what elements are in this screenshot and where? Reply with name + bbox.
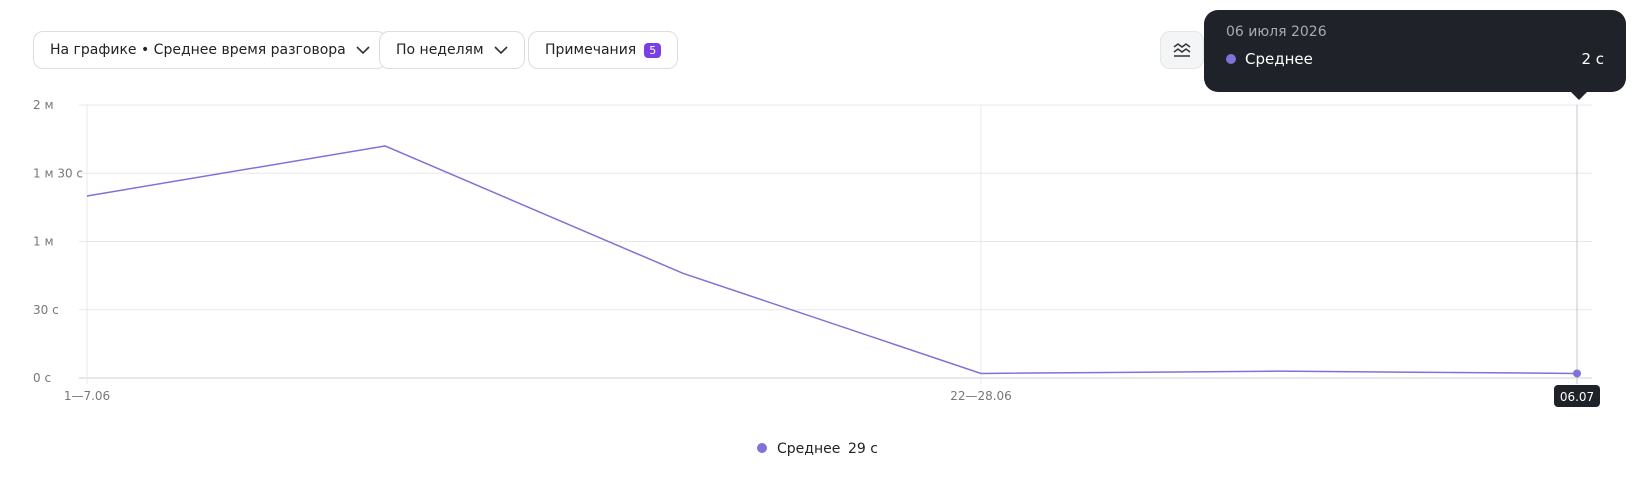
tooltip-title: 06 июля 2026 bbox=[1226, 24, 1327, 40]
notes-badge: 5 bbox=[644, 42, 662, 58]
x-tick-label: 22—28.06 bbox=[950, 389, 1012, 403]
y-tick-label: 30 с bbox=[33, 303, 59, 317]
y-tick-label: 2 м bbox=[33, 98, 54, 112]
period-select[interactable]: По неделям bbox=[379, 31, 525, 69]
legend-name: Среднее bbox=[777, 441, 840, 457]
period-label: По неделям bbox=[396, 42, 484, 58]
notes-button[interactable]: Примечания 5 bbox=[528, 31, 679, 69]
y-tick-label: 1 м 30 с bbox=[33, 166, 83, 180]
tooltip-dot bbox=[1226, 54, 1236, 64]
notes-label: Примечания bbox=[545, 42, 637, 58]
y-tick-label: 1 м bbox=[33, 235, 54, 249]
legend-summary: 29 с bbox=[848, 441, 878, 457]
series-line bbox=[86, 145, 1578, 375]
icon bbox=[1173, 43, 1191, 57]
chart-type-button[interactable] bbox=[1160, 31, 1204, 69]
metric-select[interactable]: На графике • Среднее время разговора bbox=[33, 31, 387, 69]
x-tick-label: 06.07 bbox=[1560, 390, 1594, 404]
chevron bbox=[356, 45, 370, 54]
x-label-highlight bbox=[1554, 385, 1600, 407]
hover-point bbox=[1573, 369, 1581, 378]
tooltip: 06 июля 2026 Среднее 2 с bbox=[1204, 10, 1626, 100]
tooltip-series: Среднее bbox=[1245, 50, 1313, 68]
y-tick-label: 0 с bbox=[33, 371, 51, 385]
legend-dot bbox=[757, 443, 767, 453]
metric-label: На графике • Среднее время разговора bbox=[50, 42, 346, 58]
tooltip-arrow bbox=[1570, 91, 1588, 100]
x-tick-label: 1—7.06 bbox=[64, 389, 110, 403]
chevron bbox=[493, 45, 508, 54]
tooltip-row: Среднее 2 с bbox=[1226, 50, 1604, 68]
tooltip-value: 2 с bbox=[1581, 50, 1604, 68]
